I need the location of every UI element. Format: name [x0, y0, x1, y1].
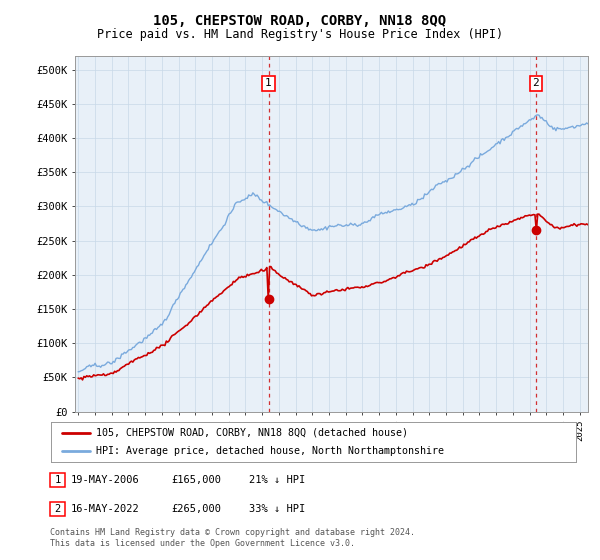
Text: 1: 1 — [265, 78, 272, 88]
Text: 21% ↓ HPI: 21% ↓ HPI — [249, 475, 305, 485]
Text: £165,000: £165,000 — [171, 475, 221, 485]
Text: 2: 2 — [532, 78, 539, 88]
Text: 16-MAY-2022: 16-MAY-2022 — [71, 504, 140, 514]
Text: Price paid vs. HM Land Registry's House Price Index (HPI): Price paid vs. HM Land Registry's House … — [97, 28, 503, 41]
Text: 2: 2 — [55, 504, 61, 514]
Text: £265,000: £265,000 — [171, 504, 221, 514]
Text: 1: 1 — [55, 475, 61, 485]
Text: 105, CHEPSTOW ROAD, CORBY, NN18 8QQ: 105, CHEPSTOW ROAD, CORBY, NN18 8QQ — [154, 14, 446, 28]
Text: HPI: Average price, detached house, North Northamptonshire: HPI: Average price, detached house, Nort… — [95, 446, 443, 456]
Text: Contains HM Land Registry data © Crown copyright and database right 2024.
This d: Contains HM Land Registry data © Crown c… — [50, 528, 415, 548]
Text: 33% ↓ HPI: 33% ↓ HPI — [249, 504, 305, 514]
Text: 105, CHEPSTOW ROAD, CORBY, NN18 8QQ (detached house): 105, CHEPSTOW ROAD, CORBY, NN18 8QQ (det… — [95, 428, 407, 437]
Text: 19-MAY-2006: 19-MAY-2006 — [71, 475, 140, 485]
